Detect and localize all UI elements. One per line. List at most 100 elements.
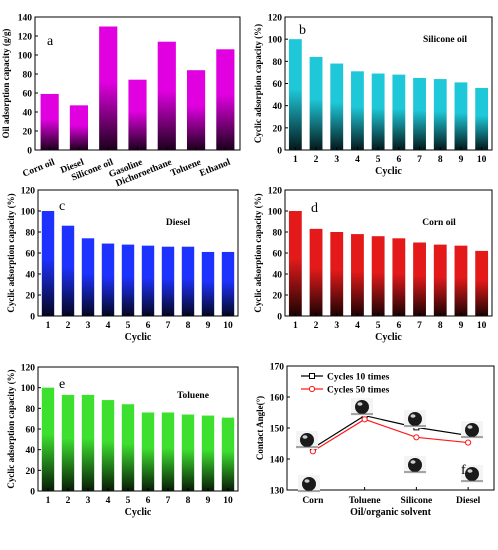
y-tick-label: 170 <box>270 363 285 373</box>
x-tick-label: 4 <box>106 496 111 506</box>
panel-letter: a <box>47 34 54 49</box>
y-tick-label: 0 <box>30 488 35 498</box>
x-tick-label: Corn <box>302 496 324 506</box>
panel-letter: e <box>59 377 65 392</box>
bar <box>161 412 175 491</box>
series-marker <box>361 416 368 423</box>
x-tick-label: 4 <box>355 321 360 331</box>
panel-letter: c <box>59 199 65 214</box>
y-axis-label: Cyclic adsorption capacity (%) <box>253 193 263 312</box>
bar <box>433 79 447 150</box>
y-tick-label: 80 <box>23 71 33 81</box>
bar <box>330 232 344 316</box>
x-tick-label: Diesel <box>456 496 481 506</box>
y-tick-label: 80 <box>26 405 36 415</box>
panel-letter: b <box>299 23 306 38</box>
bar <box>309 228 323 316</box>
x-tick-label: 2 <box>314 155 319 165</box>
legend-marker <box>308 385 316 393</box>
bar <box>330 63 344 150</box>
series-line <box>312 414 469 449</box>
panel-d: 0 20 40 60 80 100 120 Cyclic adsorption capacit… <box>253 187 493 343</box>
y-tick-label: 120 <box>18 33 33 43</box>
x-tick-label: 7 <box>166 321 171 331</box>
bar <box>61 225 75 316</box>
y-tick-label: 150 <box>270 425 285 435</box>
x-tick-label: 8 <box>186 321 191 331</box>
x-tick-label: 2 <box>66 496 71 506</box>
legend-marker <box>309 373 315 379</box>
x-axis-label: Cyclic <box>125 507 152 518</box>
x-tick-label: 8 <box>438 155 443 165</box>
x-tick-label: 7 <box>417 155 422 165</box>
x-tick-label: Corn oil <box>21 158 56 180</box>
panel-a: 0 20 40 60 80 100 120 140 Oil adsorption capacit… <box>1 14 241 189</box>
series-marker <box>309 448 316 455</box>
y-tick-label: 20 <box>273 292 283 302</box>
x-tick-label: 8 <box>186 496 191 506</box>
bar <box>475 87 489 150</box>
y-tick-label: 160 <box>270 394 285 404</box>
bar <box>121 404 135 491</box>
x-tick-label: 3 <box>86 496 91 506</box>
y-tick-label: 100 <box>21 384 36 394</box>
bar <box>121 244 135 316</box>
bar <box>433 244 447 316</box>
y-tick-label: 60 <box>26 426 36 436</box>
bar <box>128 79 147 150</box>
x-tick-label: 10 <box>223 321 233 331</box>
x-tick-label: 1 <box>293 321 298 331</box>
y-tick-label: 20 <box>26 292 36 302</box>
bar <box>141 412 155 491</box>
x-tick-label: 3 <box>86 321 91 331</box>
x-tick-label: Silicone <box>401 496 433 506</box>
bar <box>351 234 364 316</box>
bar <box>99 26 118 150</box>
x-tick-label: 8 <box>438 321 443 331</box>
y-tick-label: 140 <box>270 456 285 466</box>
bar <box>157 41 176 151</box>
bar <box>351 71 364 150</box>
x-tick-label: 7 <box>417 321 422 331</box>
x-tick-label: 2 <box>66 321 71 331</box>
y-tick-label: 40 <box>273 102 283 112</box>
x-tick-label: Toluene <box>169 158 202 179</box>
bar <box>392 74 406 150</box>
y-tick-label: 120 <box>21 364 36 374</box>
droplet-image <box>404 410 426 428</box>
y-axis-label: Contact Angle(°) <box>255 396 265 460</box>
bar <box>221 251 235 316</box>
bar <box>101 243 115 316</box>
bar <box>81 394 95 491</box>
bar <box>413 77 426 150</box>
x-tick-label: 9 <box>206 321 211 331</box>
x-tick-label: 6 <box>146 321 151 331</box>
x-tick-label: 10 <box>477 155 487 165</box>
panel-f: 130 140 150 160 170 Contact Angle(°) Corn Tolue… <box>255 363 495 518</box>
x-tick-label: 10 <box>477 321 487 331</box>
bar <box>371 73 385 150</box>
x-tick-label: 4 <box>355 155 360 165</box>
x-tick-label: 6 <box>146 496 151 506</box>
bar <box>41 211 55 316</box>
x-tick-label: 7 <box>166 496 171 506</box>
x-tick-label: 10 <box>223 496 233 506</box>
y-axis-label: Cyclic adsorption capacity (%) <box>6 369 16 488</box>
x-tick-label: 3 <box>334 321 339 331</box>
series-marker <box>413 434 420 441</box>
y-axis-label: Oil adsorption capacity (g/g) <box>1 29 11 139</box>
panel-letter: d <box>311 201 318 216</box>
x-tick-label: 3 <box>334 155 339 165</box>
bar <box>201 251 215 316</box>
x-tick-label: 4 <box>106 321 111 331</box>
y-tick-label: 40 <box>26 446 36 456</box>
series-marker <box>465 439 472 446</box>
x-tick-label: 1 <box>46 496 51 506</box>
y-tick-label: 60 <box>273 250 283 260</box>
droplet-image <box>351 398 373 416</box>
legend-label: Cycles 10 times <box>327 373 390 383</box>
x-tick-label: 9 <box>459 321 464 331</box>
y-tick-label: 130 <box>270 487 285 497</box>
y-tick-label: 100 <box>268 36 283 46</box>
x-tick-label: 5 <box>126 496 131 506</box>
